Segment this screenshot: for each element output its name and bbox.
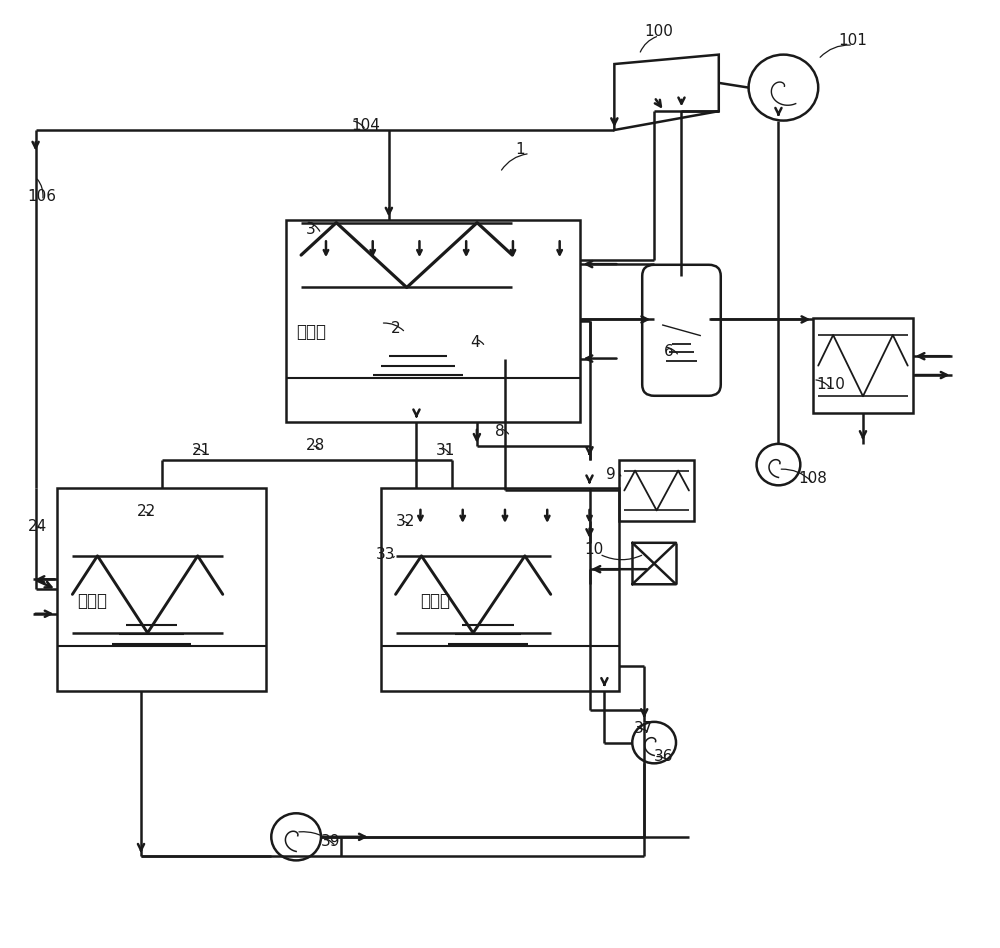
Text: 3: 3 [306,222,316,237]
Text: 吸收器: 吸收器 [296,323,326,341]
Text: 31: 31 [435,443,455,458]
Bar [381,488,619,691]
Text: 2: 2 [391,320,400,336]
Text: 10: 10 [585,542,604,557]
Text: 33: 33 [376,547,395,562]
Text: 104: 104 [351,118,380,133]
Text: 6: 6 [664,344,674,359]
Text: 39: 39 [321,834,340,849]
Text: 8: 8 [495,425,505,439]
Text: 100: 100 [644,24,673,39]
Text: 106: 106 [28,189,57,204]
Text: 9: 9 [606,466,616,482]
Text: 108: 108 [798,471,827,486]
Text: 22: 22 [137,504,156,520]
Text: 110: 110 [816,377,845,392]
Bar [286,220,580,422]
Text: 1: 1 [515,141,525,156]
Bar [813,319,913,412]
Text: 4: 4 [470,335,480,350]
Bar [619,460,694,521]
Text: 37: 37 [634,721,654,737]
Text: 36: 36 [654,750,674,764]
Text: 发生器: 发生器 [420,592,450,610]
Text: 21: 21 [192,443,211,458]
Text: 32: 32 [396,514,415,529]
Text: 24: 24 [28,519,47,534]
Bar [57,488,266,691]
Text: 101: 101 [838,33,867,48]
Text: 28: 28 [306,438,325,453]
Text: 冷凝器: 冷凝器 [77,592,107,610]
